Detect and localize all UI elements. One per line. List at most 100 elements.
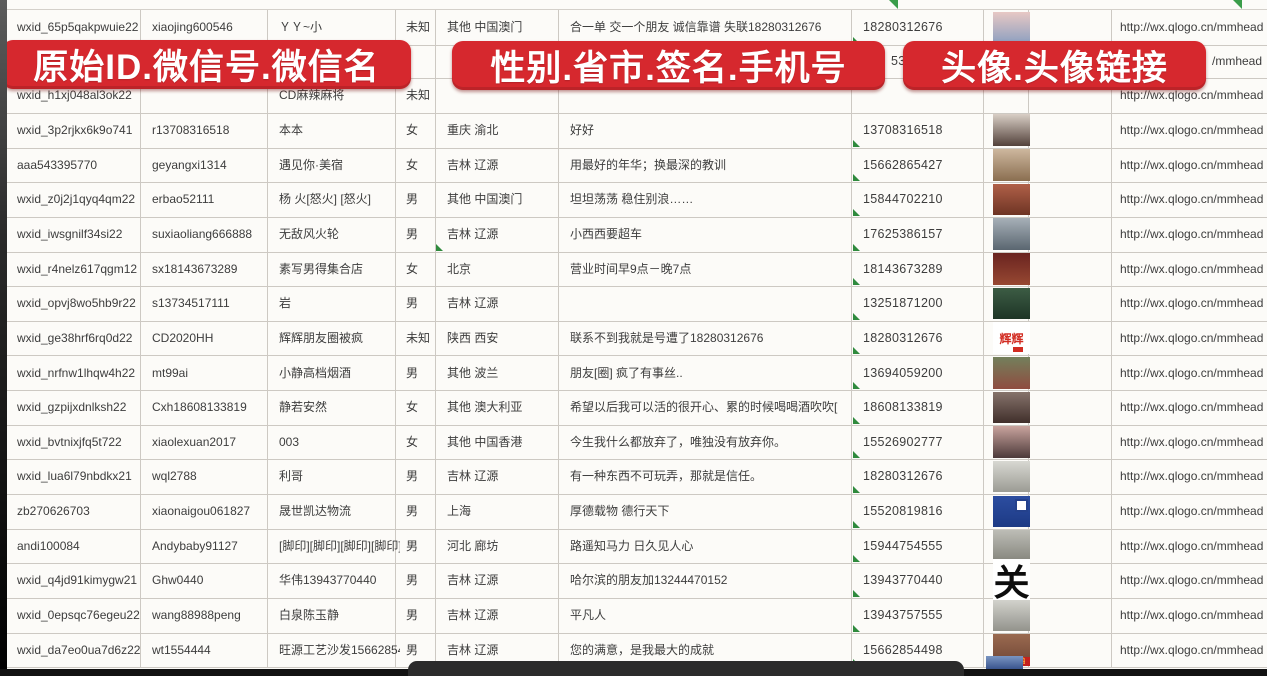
cell-gender[interactable]: 男	[406, 226, 419, 241]
cell-signature[interactable]: 路遥知马力 日久见人心	[570, 538, 694, 553]
cell-link[interactable]: http://wx.qlogo.cn/mmhead	[1120, 365, 1264, 380]
cell-wxid[interactable]: wxid_3p2rjkx6k9o741	[17, 122, 133, 137]
cell-wxid[interactable]: wxid_opvj8wo5hb9r22	[17, 296, 136, 311]
cell-wxid[interactable]: aaa543395770	[17, 157, 98, 172]
table-row[interactable]: wxid_h1xj048al3ok22 CD麻辣麻将 未知 http://wx.qlo…	[7, 78, 1267, 114]
table-row[interactable]: wxid_lua6l79nbdkx21 wql2788 利哥 男 吉林 辽源 有一种东西不…	[7, 459, 1267, 496]
cell-gender[interactable]: 未知	[406, 20, 431, 34]
cell-signature[interactable]: 厚德载物 德行天下	[570, 504, 670, 519]
table-row[interactable]: wxid_q4jd91kimygw21 Ghw0440 华伟13943770440 男…	[7, 559, 1267, 604]
table-row[interactable]: wxid_0epsqc76egeu22 wang88988peng 白泉陈玉静 男 吉林…	[7, 598, 1267, 634]
cell-name[interactable]: 辉辉朋友圈被疯	[279, 330, 364, 345]
table-row[interactable]: wxid_z0j2j1qyq4qm22 erbao52111 杨 火[怒火] [怒火…	[7, 182, 1267, 218]
cell-name[interactable]: 华伟13943770440	[279, 573, 377, 588]
cell-link[interactable]: http://wx.qlogo.cn/mmhead	[1120, 330, 1264, 345]
cell-region[interactable]: 吉林 辽源	[447, 469, 499, 484]
table-row[interactable]: wxid_iwsgnilf34si22 suxiaoliang666888 无敌风火…	[7, 217, 1267, 253]
cell-name[interactable]: 003	[279, 434, 300, 449]
cell-phone[interactable]: 13694059200	[863, 365, 943, 380]
cell-wechat-id[interactable]: wql2788	[152, 469, 197, 484]
cell-gender[interactable]: 男	[406, 296, 419, 311]
cell-link[interactable]: http://wx.qlogo.cn/mmhead	[1120, 88, 1264, 103]
cell-link[interactable]: http://wx.qlogo.cn/mmhead	[1120, 573, 1264, 588]
cell-region[interactable]: 北京	[447, 261, 472, 276]
cell-wxid[interactable]: wxid_gzpijxdnlksh22	[17, 400, 127, 415]
cell-wechat-id[interactable]: wang88988peng	[152, 608, 241, 623]
cell-wechat-id[interactable]: r13708316518	[152, 122, 230, 137]
cell-name[interactable]: 岩	[279, 296, 292, 311]
cell-name[interactable]: ＹＹ~小	[279, 20, 323, 34]
cell-phone[interactable]: 18280312676	[863, 330, 943, 345]
table-row[interactable]: wxid_3p2rjkx6k9o741 r13708316518 本本 女 重庆 渝北 好…	[7, 113, 1267, 149]
avatar-image[interactable]	[993, 183, 1030, 216]
cell-wxid[interactable]: zb270626703	[17, 504, 90, 519]
cell-link[interactable]: http://wx.qlogo.cn/mmhead	[1120, 192, 1264, 207]
cell-name[interactable]: 利哥	[279, 469, 304, 484]
avatar-image[interactable]	[986, 656, 1023, 670]
cell-gender[interactable]: 女	[406, 157, 419, 172]
cell-wechat-id[interactable]: xiaonaigou061827	[152, 504, 251, 519]
cell-region[interactable]: 其他 中国澳门	[447, 192, 523, 207]
cell-phone[interactable]: 15662854498	[863, 642, 943, 657]
cell-name[interactable]: 静若安然	[279, 400, 328, 415]
cell-link[interactable]: http://wx.qlogo.cn/mmhead	[1120, 226, 1264, 241]
cell-phone[interactable]: 15520819816	[863, 504, 943, 519]
table-row[interactable]: aaa543395770 geyangxi1314 遇见你·美宿 女 吉林 辽源 用最好的…	[7, 148, 1267, 184]
cell-name[interactable]: CD麻辣麻将	[279, 88, 345, 103]
avatar-image[interactable]	[993, 114, 1030, 146]
cell-region[interactable]: 吉林 辽源	[447, 296, 499, 311]
cell-phone[interactable]: 18608133819	[863, 400, 943, 415]
table-row[interactable]: zb270626703 xiaonaigou061827 晟世凯达物流 男 上海 厚德载物…	[7, 494, 1267, 530]
cell-wechat-id[interactable]: mt99ai	[152, 365, 189, 380]
cell-wechat-id[interactable]: erbao52111	[152, 192, 215, 207]
avatar-image[interactable]: 关	[993, 559, 1030, 604]
cell-wxid[interactable]: wxid_da7eo0ua7d6z22	[17, 642, 141, 657]
cell-phone[interactable]: 15944754555	[863, 538, 943, 553]
cell-wxid[interactable]: wxid_0epsqc76egeu22	[17, 608, 140, 623]
cell-wxid[interactable]: wxid_ge38hrf6rq0d22	[17, 330, 133, 345]
cell-name[interactable]: 无敌风火轮	[279, 226, 340, 241]
cell-wxid[interactable]: wxid_r4nelz617qgm12	[17, 261, 138, 276]
cell-wechat-id[interactable]: xiaojing600546	[152, 20, 233, 34]
cell-signature[interactable]: 用最好的年华；换最深的教训	[570, 157, 727, 172]
cell-region[interactable]: 其他 波兰	[447, 365, 499, 380]
cell-link[interactable]: /mmhead	[1212, 53, 1263, 68]
avatar-image[interactable]	[993, 599, 1030, 632]
cell-wxid[interactable]: wxid_bvtnixjfq5t722	[17, 434, 122, 449]
avatar-image[interactable]	[993, 460, 1030, 493]
cell-link[interactable]: http://wx.qlogo.cn/mmhead	[1120, 504, 1264, 519]
cell-link[interactable]: http://wx.qlogo.cn/mmhead	[1120, 538, 1264, 553]
cell-region[interactable]: 陕西 西安	[447, 330, 499, 345]
cell-phone[interactable]: 13251871200	[863, 296, 943, 311]
table-row[interactable]: wxid_opvj8wo5hb9r22 s13734517111 岩 男 吉林 辽源 13…	[7, 286, 1267, 322]
table-row[interactable]: wxid_nrfnw1lhqw4h22 mt99ai 小静高档烟酒 男 其他 波兰 朋友[…	[7, 356, 1267, 392]
cell-signature[interactable]: 合一单 交一个朋友 诚信靠谱 失联18280312676	[570, 20, 822, 34]
cell-link[interactable]: http://wx.qlogo.cn/mmhead	[1120, 157, 1264, 172]
cell-wechat-id[interactable]: xiaolexuan2017	[152, 434, 237, 449]
cell-name[interactable]: 本本	[279, 122, 304, 137]
cell-name[interactable]: [脚印][脚印][脚印][脚印]	[279, 538, 400, 553]
cell-signature[interactable]: 有一种东西不可玩弄，那就是信任。	[570, 469, 763, 484]
cell-wxid[interactable]: wxid_z0j2j1qyq4qm22	[17, 192, 136, 207]
cell-phone[interactable]: 17625386157	[863, 226, 943, 241]
cell-wxid[interactable]: wxid_q4jd91kimygw21	[17, 573, 138, 588]
cell-name[interactable]: 旺源工艺沙发15662854	[279, 642, 400, 657]
avatar-image[interactable]	[993, 495, 1030, 528]
cell-gender[interactable]: 女	[406, 122, 419, 137]
cell-signature[interactable]: 小西西要超车	[570, 226, 643, 241]
avatar-image[interactable]	[993, 253, 1030, 285]
cell-phone[interactable]: 18280312676	[863, 469, 943, 484]
cell-wxid[interactable]: wxid_iwsgnilf34si22	[17, 226, 123, 241]
cell-wechat-id[interactable]: wt1554444	[152, 642, 211, 657]
cell-wxid[interactable]: wxid_nrfnw1lhqw4h22	[17, 365, 136, 380]
cell-region[interactable]: 其他 澳大利亚	[447, 400, 523, 415]
cell-name[interactable]: 杨 火[怒火] [怒火]	[279, 192, 372, 207]
cell-wechat-id[interactable]: Cxh18608133819	[152, 400, 247, 415]
table-row[interactable]: andi100084 Andybaby91127 [脚印][脚印][脚印][脚印] 男…	[7, 529, 1267, 565]
cell-region[interactable]: 吉林 辽源	[447, 226, 499, 241]
cell-phone[interactable]: 13943757555	[863, 608, 943, 623]
cell-signature[interactable]: 好好	[570, 122, 595, 137]
avatar-image[interactable]	[993, 218, 1030, 250]
cell-wechat-id[interactable]: Ghw0440	[152, 573, 204, 588]
avatar-image[interactable]	[993, 287, 1030, 320]
